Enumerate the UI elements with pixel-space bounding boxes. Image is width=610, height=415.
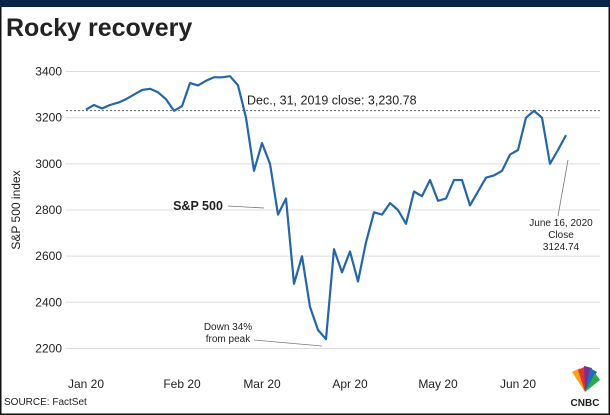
top-bar (0, 0, 610, 7)
y-tick-label: 2600 (35, 249, 62, 263)
x-tick-label: Jun 20 (500, 377, 536, 391)
annotation: from peak (206, 334, 251, 345)
x-tick-label: Feb 20 (163, 377, 201, 391)
annotation-pointer (557, 159, 569, 217)
line-series (85, 75, 567, 341)
annotation: S&P 500 (173, 199, 223, 213)
y-tick-label: 3000 (35, 157, 62, 171)
annotation: June 16, 2020 (529, 218, 593, 229)
y-tick-label: 3400 (35, 65, 62, 79)
annotation: Down 34% (204, 322, 252, 333)
svg-text:CNBC: CNBC (571, 398, 600, 409)
chart-title: Rocky recovery (6, 14, 192, 42)
annotation: 3124.74 (543, 242, 580, 253)
x-tick-label: May 20 (418, 377, 458, 391)
y-tick-label: 2400 (35, 295, 62, 309)
reference-label: Dec., 31, 2019 close: 3,230.78 (247, 94, 417, 108)
y-axis-label: S&P 500 index (9, 170, 23, 249)
y-tick-label: 2200 (35, 341, 62, 355)
x-tick-label: Mar 20 (243, 377, 281, 391)
y-tick-label: 3200 (35, 111, 62, 125)
x-tick-label: Apr 20 (332, 377, 368, 391)
x-tick-label: Jan 20 (68, 377, 104, 391)
annotation-pointer (227, 205, 265, 209)
y-tick-label: 2800 (35, 203, 62, 217)
annotation: Close (548, 230, 574, 241)
source: SOURCE: FactSet (4, 397, 87, 408)
cnbc-logo: CNBC (571, 366, 600, 409)
annotation-pointer (253, 339, 323, 347)
